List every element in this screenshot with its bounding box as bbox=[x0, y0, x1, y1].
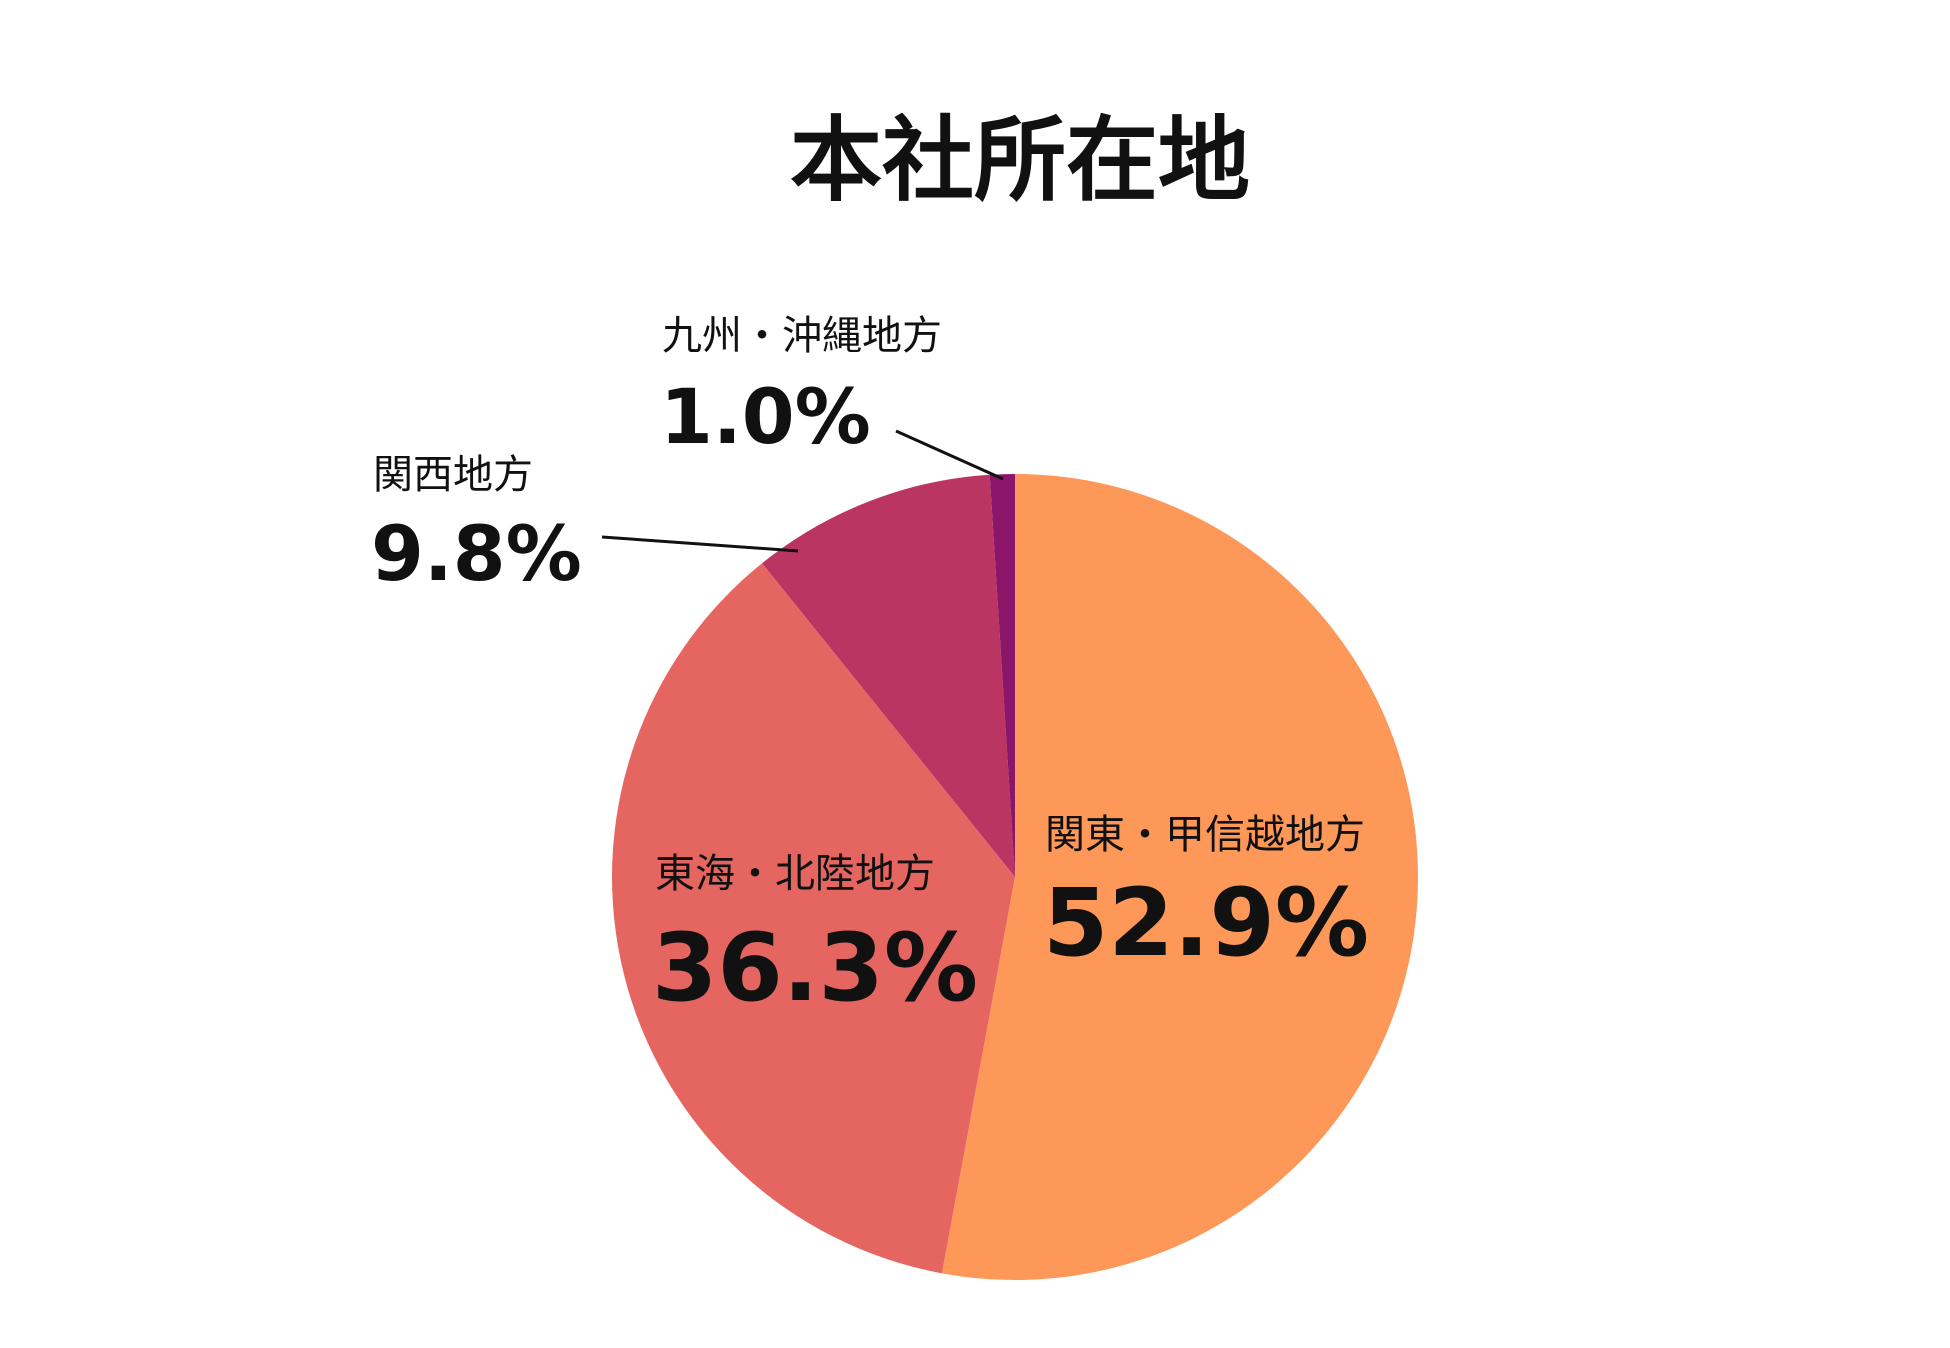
leader-line-kansai bbox=[601, 535, 799, 553]
slice-label-kyushu: 九州・沖縄地方 bbox=[662, 313, 942, 359]
slice-value-tokai: 36.3% bbox=[652, 914, 978, 1023]
slice-value-kanto: 52.9% bbox=[1043, 869, 1369, 978]
pie-slices bbox=[612, 474, 1419, 1280]
slice-value-kansai: 9.8% bbox=[371, 509, 582, 598]
slice-kyushu bbox=[989, 474, 1015, 877]
leader-line-kyushu bbox=[895, 429, 1004, 481]
chart-title: 本社所在地 bbox=[790, 107, 1250, 214]
slice-kansai bbox=[762, 474, 1015, 877]
slice-label-kansai: 関西地方 bbox=[373, 452, 533, 498]
slice-value-kyushu: 1.0% bbox=[660, 372, 871, 461]
slice-label-tokai: 東海・北陸地方 bbox=[655, 851, 935, 897]
slice-label-kanto: 関東・甲信越地方 bbox=[1045, 812, 1365, 858]
slice-kanto bbox=[941, 474, 1419, 1280]
slice-tokai bbox=[612, 563, 1015, 1274]
